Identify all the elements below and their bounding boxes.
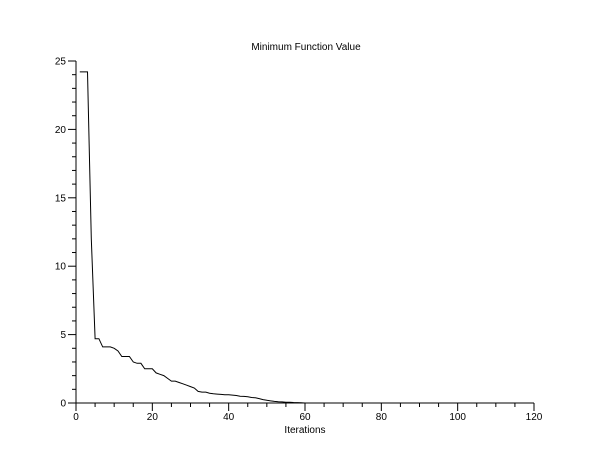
series-group [79,71,306,404]
y-tick-label: 10 [55,262,67,273]
chart-title: Minimum Function Value [251,42,361,53]
x-axis-label: Iterations [284,425,325,436]
y-axis: 0 5 10 15 20 25 [55,57,77,410]
y-tick-label: 20 [55,125,67,136]
x-tick-label: 120 [526,412,543,423]
x-tick-label: 0 [73,412,79,423]
x-tick-label: 40 [223,412,235,423]
x-axis: 0 20 40 60 80 100 120 [73,402,543,423]
y-tick-label: 15 [55,193,67,204]
x-tick-label: 100 [449,412,466,423]
x-tick-label: 60 [299,412,311,423]
series-line [79,71,306,404]
y-tick-label: 25 [55,57,67,68]
y-tick-label: 5 [60,330,66,341]
x-tick-label: 20 [147,412,159,423]
y-tick-label: 0 [60,399,66,410]
plot-area: 0 20 40 60 80 100 120 0 5 10 15 20 25 [55,57,543,424]
x-tick-label: 80 [376,412,388,423]
